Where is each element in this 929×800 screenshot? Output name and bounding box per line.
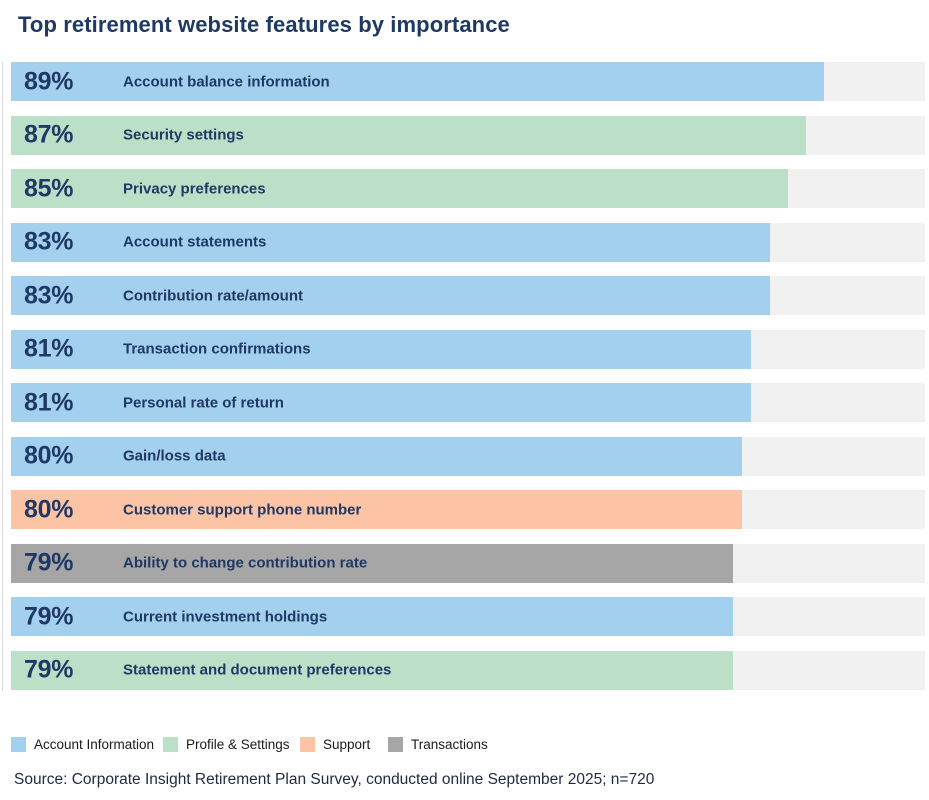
bar-row: 79% Statement and document preferences xyxy=(11,650,925,690)
legend-item-label: Account Information xyxy=(34,736,155,752)
bar-fill xyxy=(11,490,743,529)
bar-feature-label: Personal rate of return xyxy=(123,394,284,411)
bar-fill xyxy=(11,597,734,636)
legend-item-label: Transactions xyxy=(411,736,488,752)
legend-swatch-icon xyxy=(388,736,403,752)
bar-row: 79% Current investment holdings xyxy=(11,597,925,636)
bar-row: 81% Personal rate of return xyxy=(11,383,925,422)
bar-row: 81% Transaction confirmations xyxy=(11,329,925,369)
bar-percent-label: 81% xyxy=(24,388,74,416)
chart-title: Top retirement website features by impor… xyxy=(18,12,510,37)
bar-feature-label: Statement and document preferences xyxy=(123,661,392,679)
bar-row: 83% Contribution rate/amount xyxy=(11,276,925,315)
bar-feature-label: Customer support phone number xyxy=(123,501,362,518)
bar-row: 80% Gain/loss data xyxy=(11,436,925,476)
bar-feature-label: Account balance information xyxy=(123,73,330,90)
bar-fill xyxy=(11,543,734,583)
legend-swatch-icon xyxy=(163,736,178,752)
y-axis-line xyxy=(2,62,3,691)
bar-feature-label: Current investment holdings xyxy=(123,608,328,625)
bar-percent-label: 83% xyxy=(24,227,74,256)
bar-percent-label: 80% xyxy=(24,441,74,470)
bar-percent-label: 80% xyxy=(24,495,74,523)
bar-feature-label: Security settings xyxy=(123,126,244,144)
bar-feature-label: Account statements xyxy=(123,233,267,251)
bar-percent-label: 79% xyxy=(24,602,74,630)
legend-item: Support xyxy=(300,736,388,752)
bar-row: 83% Account statements xyxy=(11,222,925,262)
bar-fill xyxy=(11,115,807,155)
bar-row: 89% Account balance information xyxy=(11,62,925,101)
bar-percent-label: 83% xyxy=(24,281,74,309)
bar-feature-label: Privacy preferences xyxy=(123,180,266,197)
legend-swatch-icon xyxy=(11,736,26,752)
bar-row: 85% Privacy preferences xyxy=(11,169,925,208)
bar-fill xyxy=(11,169,788,208)
legend-item: Transactions xyxy=(388,736,488,752)
legend-item: Profile & Settings xyxy=(163,736,300,752)
bar-row: 79% Ability to change contribution rate xyxy=(11,543,925,583)
legend-item-label: Profile & Settings xyxy=(186,736,290,752)
bar-row: 80% Customer support phone number xyxy=(11,490,925,529)
bar-feature-label: Gain/loss data xyxy=(123,447,226,465)
chart-legend: Account Information Profile & Settings S… xyxy=(11,736,929,752)
bar-percent-label: 79% xyxy=(24,655,74,684)
bar-fill xyxy=(11,436,743,476)
bar-fill xyxy=(11,62,825,101)
bar-fill xyxy=(11,276,770,315)
bar-percent-label: 81% xyxy=(24,334,74,363)
bar-feature-label: Contribution rate/amount xyxy=(123,287,303,304)
legend-swatch-icon xyxy=(300,736,315,752)
bar-percent-label: 89% xyxy=(24,67,74,95)
bar-fill xyxy=(11,383,752,422)
bar-fill xyxy=(11,650,734,690)
legend-item: Account Information xyxy=(11,736,163,752)
legend-item-label: Support xyxy=(323,736,371,752)
bar-chart: 89% Account balance information 87% Secu… xyxy=(2,62,925,691)
bar-percent-label: 79% xyxy=(24,548,74,577)
source-note: Source: Corporate Insight Retirement Pla… xyxy=(14,770,655,788)
bar-percent-label: 87% xyxy=(24,120,74,149)
bar-percent-label: 85% xyxy=(24,174,74,202)
bar-fill xyxy=(11,222,770,262)
bar-row: 87% Security settings xyxy=(11,115,925,155)
bar-feature-label: Transaction confirmations xyxy=(123,340,311,358)
bar-feature-label: Ability to change contribution rate xyxy=(123,554,368,572)
bar-fill xyxy=(11,329,752,369)
